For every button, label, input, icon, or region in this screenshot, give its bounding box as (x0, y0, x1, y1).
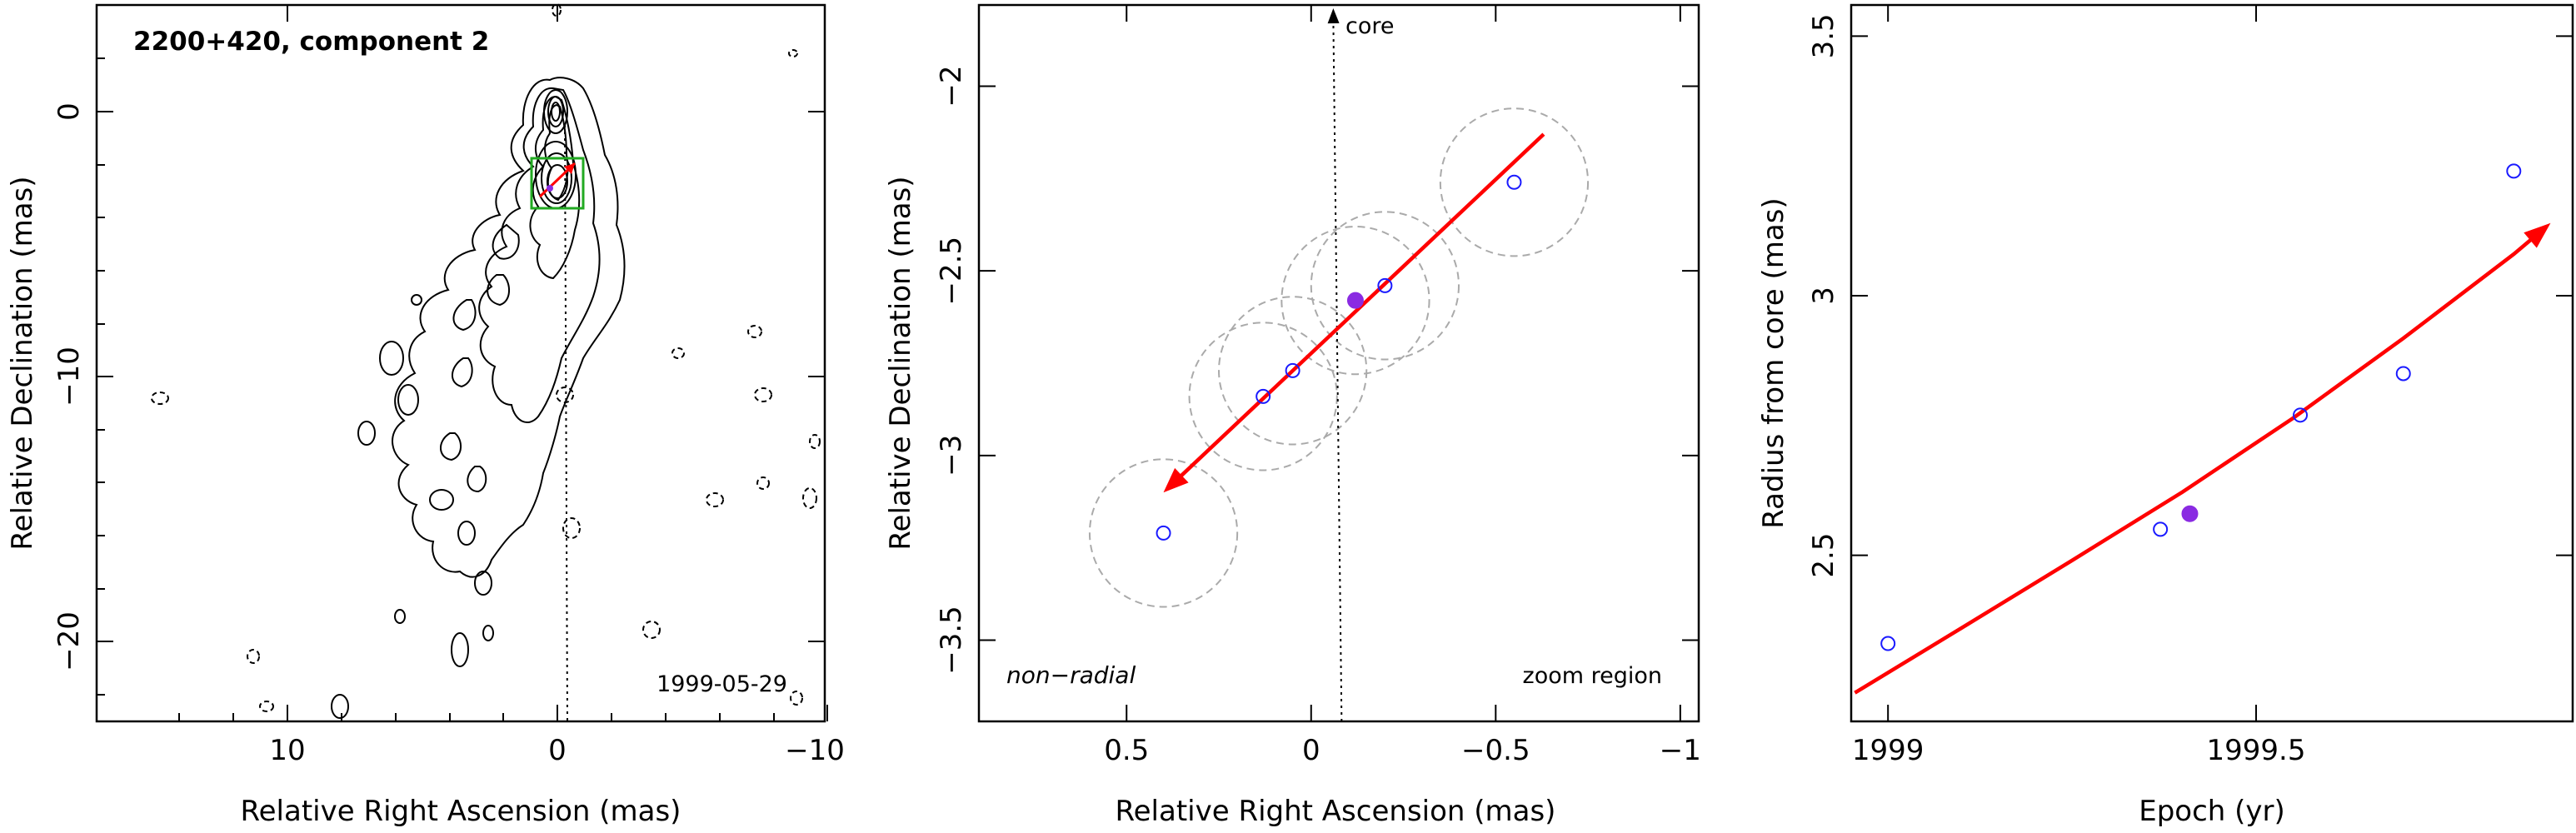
panel1-ytick-label: −10 (52, 347, 86, 407)
panel3-ytick-label: 3 (1807, 287, 1840, 305)
panel1-ytick-label: 0 (52, 102, 86, 121)
panel1-motion-arrowhead (564, 163, 575, 174)
error-circle (1281, 226, 1430, 376)
panel1-xtick-label: −10 (785, 734, 845, 767)
panel3-highlight-point (2181, 505, 2199, 522)
panel3-ytick-label: 3.5 (1807, 13, 1840, 58)
panel1-core-direction-line (564, 124, 568, 722)
panel3-xtick-label: 1999 (1852, 734, 1925, 767)
error-circle (1310, 211, 1460, 361)
panel2-data-point (1377, 277, 1393, 293)
panel3-ticks (1851, 5, 2573, 721)
panel2-tick-labels: 0.5 0 −0.5 −1 −2 −2.5 −3 −3.5 (935, 65, 1701, 767)
panel2-ytick-label: −3 (935, 435, 968, 476)
radio-contours (331, 77, 626, 719)
panel2-error-circles (1088, 107, 1590, 608)
panel1-xlabel: Relative Right Ascension (mas) (241, 795, 681, 828)
panel1-ytick-label: −20 (52, 611, 86, 671)
core-label: core (1345, 13, 1394, 39)
panel2-xtick-label: −1 (1660, 734, 1701, 767)
panel2-xtick-label: 0.5 (1104, 734, 1149, 767)
panel3-frame (1850, 3, 2574, 723)
panel2-ytick-label: −2.5 (935, 237, 968, 306)
panel1-epoch-label: 1999-05-29 (656, 671, 787, 697)
panel1-xtick-label: 10 (269, 734, 305, 767)
zoom-region-label: zoom region (1523, 663, 1662, 689)
panel3-ytick-label: 2.5 (1807, 533, 1840, 578)
panel3-ylabel: Radius from core (mas) (1757, 197, 1790, 528)
panel2-frame (977, 3, 1700, 723)
panel2-xtick-label: −0.5 (1461, 734, 1530, 767)
panel2-xtick-label: 0 (1302, 734, 1320, 767)
panel1-title: 2200+420, component 2 (133, 27, 489, 57)
panel-radius-epoch: 1999 1999.5 2.5 3 3.5 Epoch (yr) Radius … (1757, 3, 2574, 828)
panel2-xlabel: Relative Right Ascension (mas) (1116, 795, 1556, 828)
panel2-ticks (979, 5, 1699, 721)
panel3-xtick-label: 1999.5 (2207, 734, 2306, 767)
panel3-data-point (1880, 636, 1896, 651)
panel2-data-point (1506, 174, 1522, 190)
panel-zoom-region: 0.5 0 −0.5 −1 −2 −2.5 −3 −3.5 Relative R… (884, 3, 1701, 828)
core-direction-arrowhead (1327, 8, 1340, 24)
panel3-data-point (2506, 163, 2522, 179)
panel1-xtick-label: 0 (548, 734, 567, 767)
panel2-ytick-label: −2 (935, 65, 968, 107)
panel2-points (1156, 174, 1522, 541)
panel2-fit-arrowhead (1163, 467, 1189, 493)
panel1-frame (95, 3, 826, 723)
error-circle (1188, 322, 1338, 471)
panel1-ticks (97, 5, 828, 721)
panel3-data-point (2293, 407, 2309, 423)
panel-contour-map: 2200+420, component 2 1999-05-29 10 0 −1… (6, 3, 845, 828)
panel1-component-marker (547, 185, 553, 192)
error-circle (1088, 458, 1239, 608)
panel3-xlabel: Epoch (yr) (2139, 795, 2285, 828)
panel2-data-point (1285, 362, 1300, 378)
negative-contours (151, 3, 821, 712)
panel3-tick-labels: 1999 1999.5 2.5 3 3.5 (1807, 13, 2306, 767)
panel2-fit-arrow (1174, 132, 1545, 483)
panel2-ylabel: Relative Declination (mas) (884, 176, 917, 550)
error-circle (1218, 296, 1368, 446)
panel1-ylabel: Relative Declination (mas) (6, 176, 39, 550)
panel2-highlight-point (1346, 292, 1364, 309)
panel3-data-point (2395, 366, 2411, 382)
non-radial-label: non−radial (1006, 661, 1136, 689)
panel3-fit-arrowhead (2524, 222, 2551, 248)
panel3-data-point (2153, 521, 2169, 537)
core-direction-line (1332, 17, 1343, 722)
panel3-fit-curve (1854, 233, 2539, 695)
panel2-ytick-label: −3.5 (935, 606, 968, 675)
panel3-points (1880, 163, 2522, 651)
error-circle (1439, 107, 1590, 257)
panel2-data-point (1256, 388, 1271, 404)
panel2-data-point (1156, 525, 1171, 541)
zoom-region-box (530, 157, 585, 210)
